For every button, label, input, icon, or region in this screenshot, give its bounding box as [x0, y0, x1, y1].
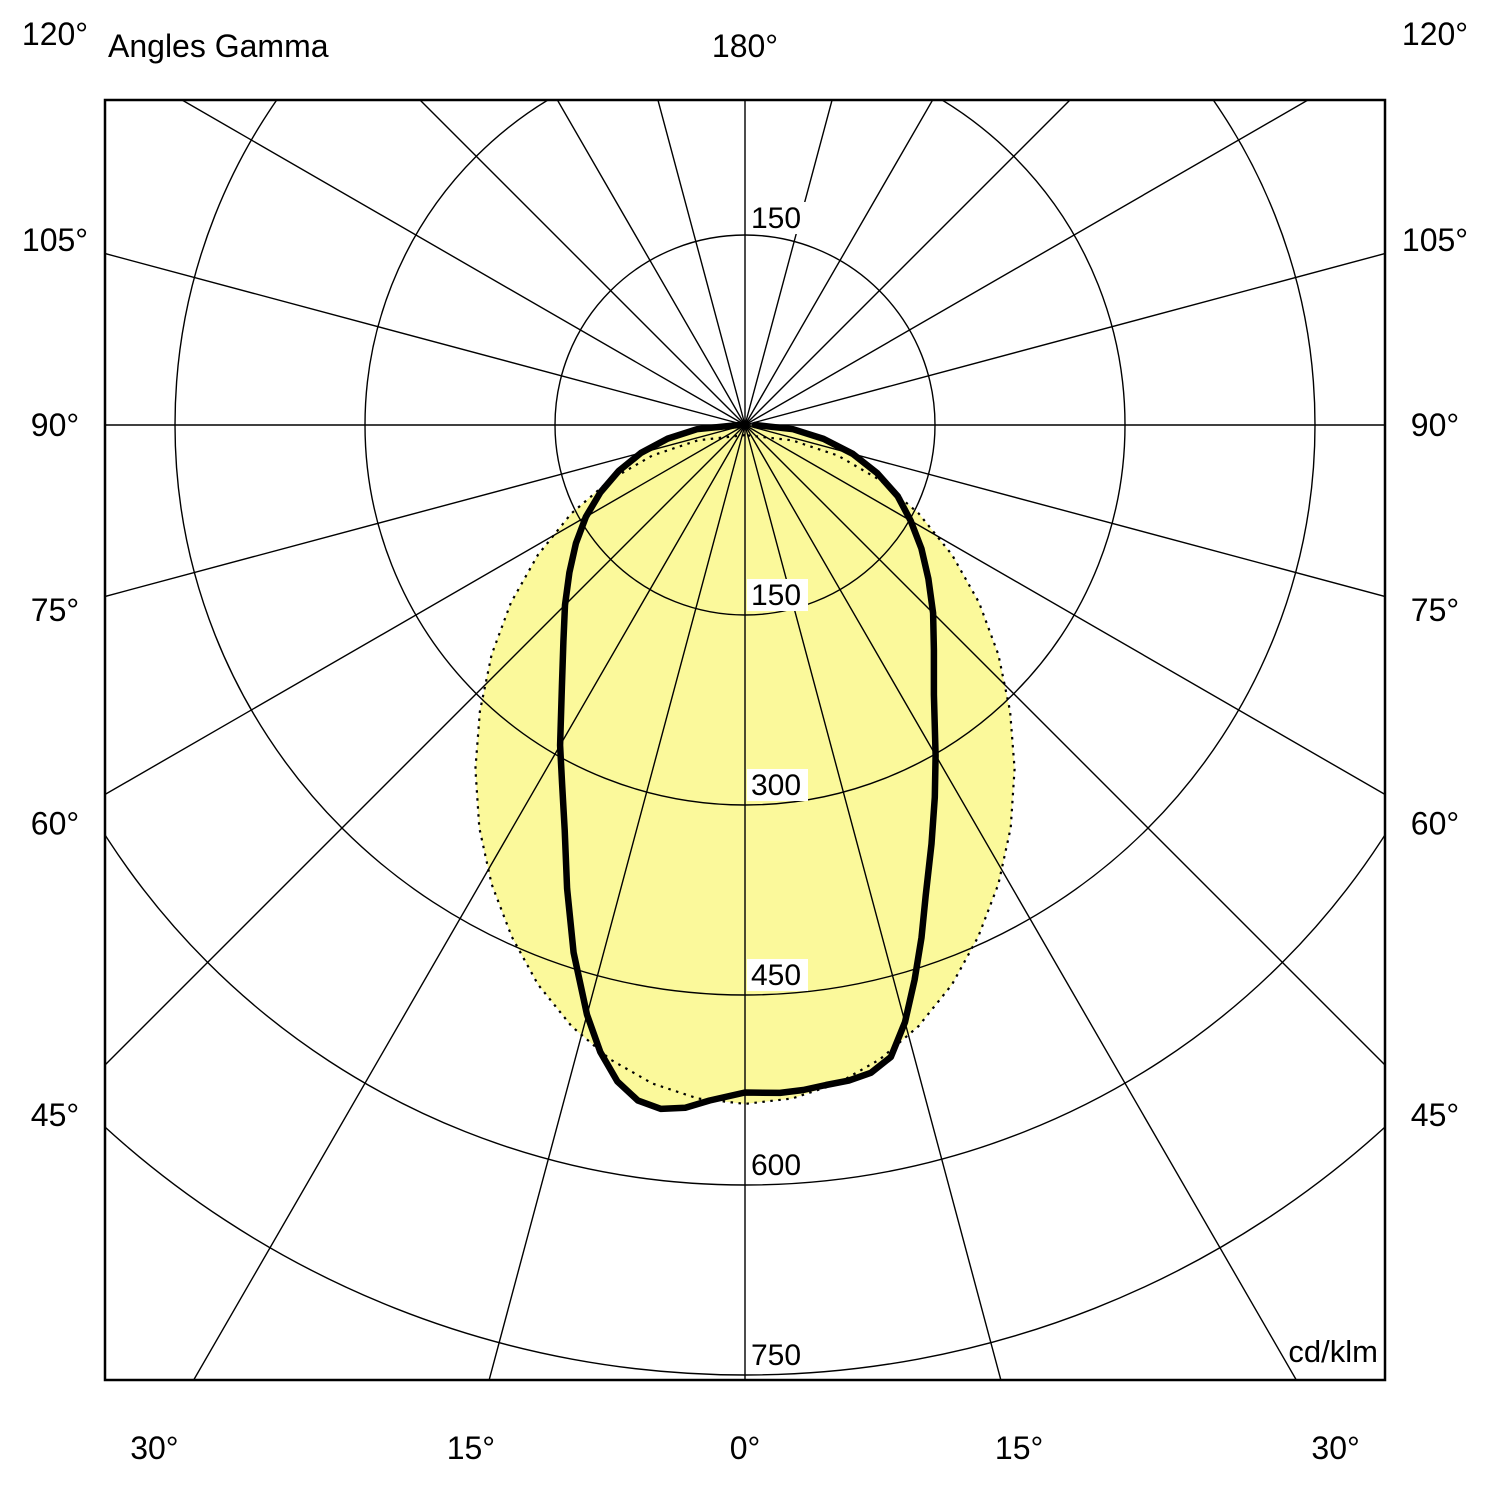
gamma-label-bottom-30: 30° — [1311, 1430, 1359, 1466]
gamma-label-left-90: 90° — [31, 407, 79, 443]
gamma-label-bottom--15: 15° — [447, 1430, 495, 1466]
ring-label: 600 — [751, 1149, 801, 1182]
grid-ray-285 — [105, 424, 746, 598]
ring-label: 150 — [751, 579, 801, 612]
ring-label-bg — [747, 579, 808, 611]
grid-ray-240 — [180, 100, 746, 426]
chart-title: Angles Gamma — [108, 28, 329, 64]
gamma-label-left-45: 45° — [31, 1097, 79, 1133]
gamma-label-left-60: 60° — [31, 805, 79, 841]
gamma-label-right-105: 105° — [1402, 222, 1468, 258]
gamma-label-bottom-15: 15° — [995, 1430, 1043, 1466]
grid-ray-300 — [105, 424, 746, 796]
grid-ray-255 — [105, 252, 746, 426]
gamma-label-right-75: 75° — [1411, 592, 1459, 628]
grid-ray-45 — [744, 424, 1385, 1066]
gamma-label-right-90: 90° — [1411, 407, 1459, 443]
ring-label-bg — [747, 1339, 808, 1371]
ring-label-bg — [747, 959, 808, 991]
grid-ray-330 — [192, 424, 746, 1380]
grid-ray-135 — [744, 100, 1071, 426]
angle-180-label: 180° — [711, 28, 779, 64]
grid-ray-75 — [744, 424, 1385, 598]
ring-label-bg — [747, 769, 808, 801]
gamma-label-left-105: 105° — [22, 222, 88, 258]
gamma-label-right-60: 60° — [1411, 805, 1459, 841]
solid-curve — [556, 421, 939, 1113]
plot-border — [103, 98, 1387, 1382]
gamma-label-right-120: 120° — [1402, 16, 1468, 52]
gamma-label-bottom--30: 30° — [130, 1430, 178, 1466]
gamma-label-left-120: 120° — [22, 16, 88, 52]
unit-label: cd/klm — [1288, 1334, 1378, 1369]
grid-ray-15 — [744, 424, 1002, 1380]
ring-label-bg — [747, 202, 808, 234]
gamma-label-right-45: 45° — [1411, 1097, 1459, 1133]
ring-label: 450 — [751, 959, 801, 992]
gamma-label-left-75: 75° — [31, 592, 79, 628]
gamma-label-bottom-0: 0° — [730, 1430, 761, 1466]
grid-ray-315 — [105, 424, 746, 1066]
ring-label: 150 — [751, 202, 801, 235]
ring-label: 300 — [751, 769, 801, 802]
grid-ray-60 — [744, 424, 1385, 796]
ring-label: 750 — [751, 1339, 801, 1372]
grid-ray-225 — [419, 100, 746, 426]
grid-ray-105 — [744, 252, 1385, 426]
grid-ray-210 — [556, 100, 746, 426]
grid-ray-345 — [488, 424, 746, 1380]
grid-ray-30 — [744, 424, 1298, 1380]
grid-ray-120 — [744, 100, 1310, 426]
solid-curve-fill — [560, 425, 936, 1109]
ring-label-bg — [747, 1149, 808, 1181]
grid-ray-150 — [744, 100, 934, 426]
grid-ray-195 — [657, 100, 746, 426]
